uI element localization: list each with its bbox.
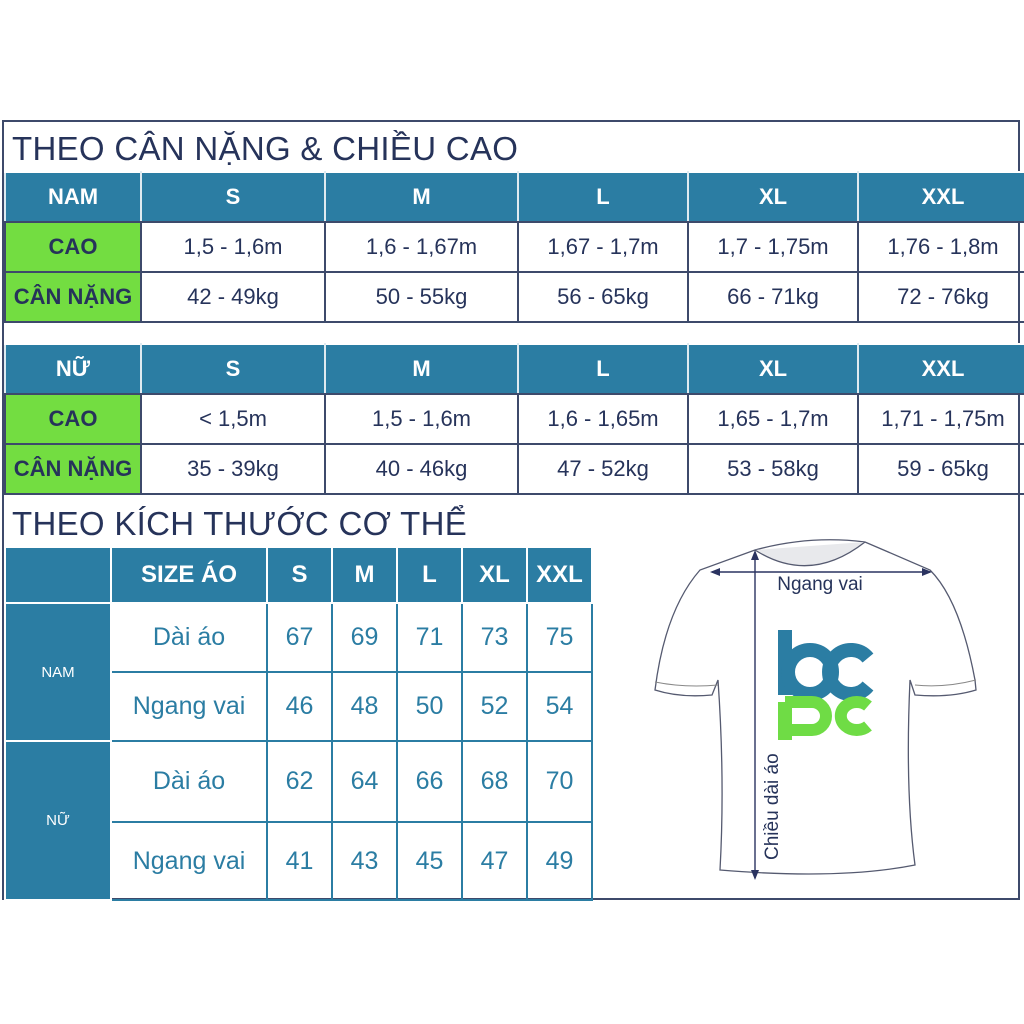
value-cell: 35 - 39kg bbox=[140, 443, 326, 495]
table-row: CÂN NẶNG 42 - 49kg 50 - 55kg 56 - 65kg 66 - … bbox=[4, 271, 1024, 323]
size-header: L bbox=[396, 546, 463, 604]
value-cell: 1,65 - 1,7m bbox=[687, 393, 859, 445]
tshirt-diagram: Ngang vai Chiều dài áo bbox=[654, 539, 977, 880]
value-cell: 71 bbox=[396, 602, 463, 673]
value-cell: 53 - 58kg bbox=[687, 443, 859, 495]
blank-header bbox=[4, 546, 112, 604]
value-cell: 40 - 46kg bbox=[324, 443, 519, 495]
value-cell: 66 bbox=[396, 740, 463, 823]
table-row: Ngang vai 41 43 45 47 49 bbox=[5, 821, 593, 901]
value-cell: 50 bbox=[396, 671, 463, 742]
value-cell: 54 bbox=[526, 671, 593, 742]
size-header: XXL bbox=[857, 343, 1024, 395]
table-row: CAO < 1,5m 1,5 - 1,6m 1,6 - 1,65m 1,65 - 1,7… bbox=[4, 393, 1024, 445]
size-header: S bbox=[140, 171, 326, 223]
header-row: SIZE ÁO S M L XL XXL bbox=[4, 546, 593, 604]
value-cell: 45 bbox=[396, 821, 463, 901]
size-header: S bbox=[266, 546, 333, 604]
size-header: L bbox=[517, 343, 689, 395]
row-label: CAO bbox=[4, 393, 142, 445]
size-header: XL bbox=[687, 343, 859, 395]
value-cell: 67 bbox=[266, 602, 333, 673]
value-cell: 73 bbox=[461, 602, 528, 673]
value-cell: 68 bbox=[461, 740, 528, 823]
value-cell: 66 - 71kg bbox=[687, 271, 859, 323]
shoulder-width-label: Ngang vai bbox=[777, 574, 863, 595]
value-cell: 46 bbox=[266, 671, 333, 742]
value-cell: 1,5 - 1,6m bbox=[324, 393, 519, 445]
gender-label: NAM bbox=[4, 602, 112, 742]
value-cell: 1,71 - 1,75m bbox=[857, 393, 1024, 445]
row-label: CÂN NẶNG bbox=[4, 271, 142, 323]
value-cell: 64 bbox=[331, 740, 398, 823]
size-header: M bbox=[331, 546, 398, 604]
value-cell: 42 - 49kg bbox=[140, 271, 326, 323]
size-header: L bbox=[517, 171, 689, 223]
header-row: NỮ S M L XL XXL bbox=[4, 343, 1024, 395]
value-cell: 52 bbox=[461, 671, 528, 742]
value-cell: 43 bbox=[331, 821, 398, 901]
gender-label: NAM bbox=[4, 171, 142, 223]
value-cell: 47 bbox=[461, 821, 528, 901]
value-cell: 69 bbox=[331, 602, 398, 673]
size-header: XXL bbox=[526, 546, 593, 604]
table-row: Ngang vai 46 48 50 52 54 bbox=[5, 671, 593, 742]
value-cell: 70 bbox=[526, 740, 593, 823]
row-label: CAO bbox=[4, 221, 142, 273]
measurement-label: Dài áo bbox=[110, 602, 268, 673]
male-size-table: NAM S M L XL XXL CAO 1,5 - 1,6m 1,6 - 1,67m 1,67 … bbox=[4, 171, 1024, 323]
size-header: S bbox=[140, 343, 326, 395]
value-cell: 1,6 - 1,67m bbox=[324, 221, 519, 273]
size-header: XL bbox=[687, 171, 859, 223]
value-cell: 1,67 - 1,7m bbox=[517, 221, 689, 273]
value-cell: 49 bbox=[526, 821, 593, 901]
measurement-label: Dài áo bbox=[110, 740, 268, 823]
value-cell: 1,7 - 1,75m bbox=[687, 221, 859, 273]
shirt-length-label: Chiều dài áo bbox=[762, 753, 783, 860]
value-cell: 59 - 65kg bbox=[857, 443, 1024, 495]
value-cell: 62 bbox=[266, 740, 333, 823]
row-label: CÂN NẶNG bbox=[4, 443, 142, 495]
measurement-label: Ngang vai bbox=[110, 821, 268, 901]
table-row: NỮ Dài áo 62 64 66 68 70 bbox=[4, 740, 593, 901]
value-cell: 41 bbox=[266, 821, 333, 901]
gender-label: NỮ bbox=[4, 343, 142, 395]
body-measurement-table: SIZE ÁO S M L XL XXL NAM Dài áo 67 69 71 73 75 Ngang … bbox=[4, 546, 593, 901]
measurement-label: Ngang vai bbox=[110, 671, 268, 742]
female-size-table: NỮ S M L XL XXL CAO < 1,5m 1,5 - 1,6m 1,6 - 1,65m… bbox=[4, 343, 1024, 495]
section1-title: THEO CÂN NẶNG & CHIỀU CAO bbox=[12, 130, 519, 167]
value-cell: 48 bbox=[331, 671, 398, 742]
table-row: NAM Dài áo 67 69 71 73 75 bbox=[4, 602, 593, 742]
size-header: XXL bbox=[857, 171, 1024, 223]
size-header: M bbox=[324, 343, 519, 395]
gender-label: NỮ bbox=[4, 740, 112, 901]
value-cell: 75 bbox=[526, 602, 593, 673]
header-row: NAM S M L XL XXL bbox=[4, 171, 1024, 223]
value-cell: 72 - 76kg bbox=[857, 271, 1024, 323]
value-cell: 50 - 55kg bbox=[324, 271, 519, 323]
table-row: CAO 1,5 - 1,6m 1,6 - 1,67m 1,67 - 1,7m 1,7 -… bbox=[4, 221, 1024, 273]
table-row: CÂN NẶNG 35 - 39kg 40 - 46kg 47 - 52kg 53 - … bbox=[4, 443, 1024, 495]
value-cell: < 1,5m bbox=[140, 393, 326, 445]
size-header-label: SIZE ÁO bbox=[110, 546, 268, 604]
size-header: M bbox=[324, 171, 519, 223]
section2-title: THEO KÍCH THƯỚC CƠ THỂ bbox=[12, 505, 468, 542]
value-cell: 47 - 52kg bbox=[517, 443, 689, 495]
value-cell: 1,76 - 1,8m bbox=[857, 221, 1024, 273]
size-header: XL bbox=[461, 546, 528, 604]
value-cell: 56 - 65kg bbox=[517, 271, 689, 323]
value-cell: 1,5 - 1,6m bbox=[140, 221, 326, 273]
value-cell: 1,6 - 1,65m bbox=[517, 393, 689, 445]
bcpc-logo bbox=[778, 630, 874, 740]
